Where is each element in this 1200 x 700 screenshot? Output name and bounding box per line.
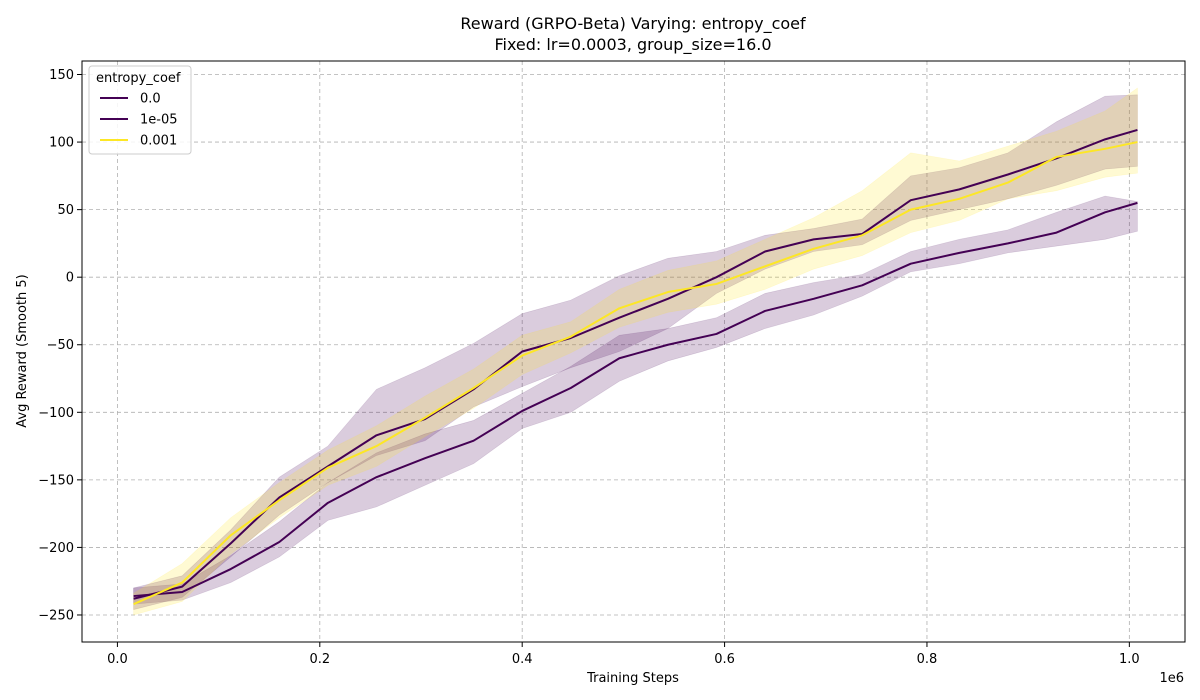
line-0-0	[133, 128, 1138, 600]
y-axis-label: Avg Reward (Smooth 5)	[15, 274, 30, 427]
chart-subtitle: Fixed: lr=0.0003, group_size=16.0	[494, 35, 771, 55]
y-tick-label: −250	[38, 608, 74, 623]
y-tick-label: 100	[49, 136, 74, 151]
legend: entropy_coef 0.0 1e-05 0.001	[88, 65, 192, 155]
x-axis: 0.0 0.2 0.4 0.6 0.8 1.0	[107, 642, 1140, 667]
chart-title: Reward (GRPO-Beta) Varying: entropy_coef	[460, 14, 806, 34]
line-1e-05	[133, 201, 1138, 598]
legend-title: entropy_coef	[96, 71, 181, 86]
y-tick-label: −100	[38, 406, 74, 421]
legend-items: 0.0 1e-05 0.001	[100, 92, 178, 149]
x-axis-label: Training Steps	[586, 671, 679, 686]
y-tick-label: −50	[47, 338, 74, 353]
x-tick-label: 1.0	[1119, 652, 1140, 667]
x-tick-label: 0.4	[512, 652, 533, 667]
x-tick-label: 0.6	[714, 652, 735, 667]
legend-label-0-0: 0.0	[140, 92, 161, 107]
y-axis: −250 −200 −150 −100 −50 0 50 100 150	[38, 68, 82, 623]
line-0-001	[133, 141, 1138, 606]
legend-frame	[88, 65, 192, 155]
y-tick-label: 50	[57, 203, 74, 218]
y-tick-label: −150	[38, 473, 74, 488]
band-0-001	[133, 87, 1138, 616]
x-tick-label: 0.0	[107, 652, 128, 667]
legend-label-1e-05: 1e-05	[140, 113, 178, 128]
y-tick-label: 0	[66, 271, 74, 286]
x-tick-label: 0.2	[309, 652, 330, 667]
series-lines	[133, 128, 1138, 606]
band-1e-05	[133, 195, 1138, 605]
x-tick-label: 0.8	[917, 652, 938, 667]
plot-frame	[81, 60, 1186, 643]
legend-label-0-001: 0.001	[140, 134, 177, 149]
x-axis-offset-label: 1e6	[1159, 671, 1184, 686]
y-tick-label: −200	[38, 541, 74, 556]
y-tick-label: 150	[49, 68, 74, 83]
